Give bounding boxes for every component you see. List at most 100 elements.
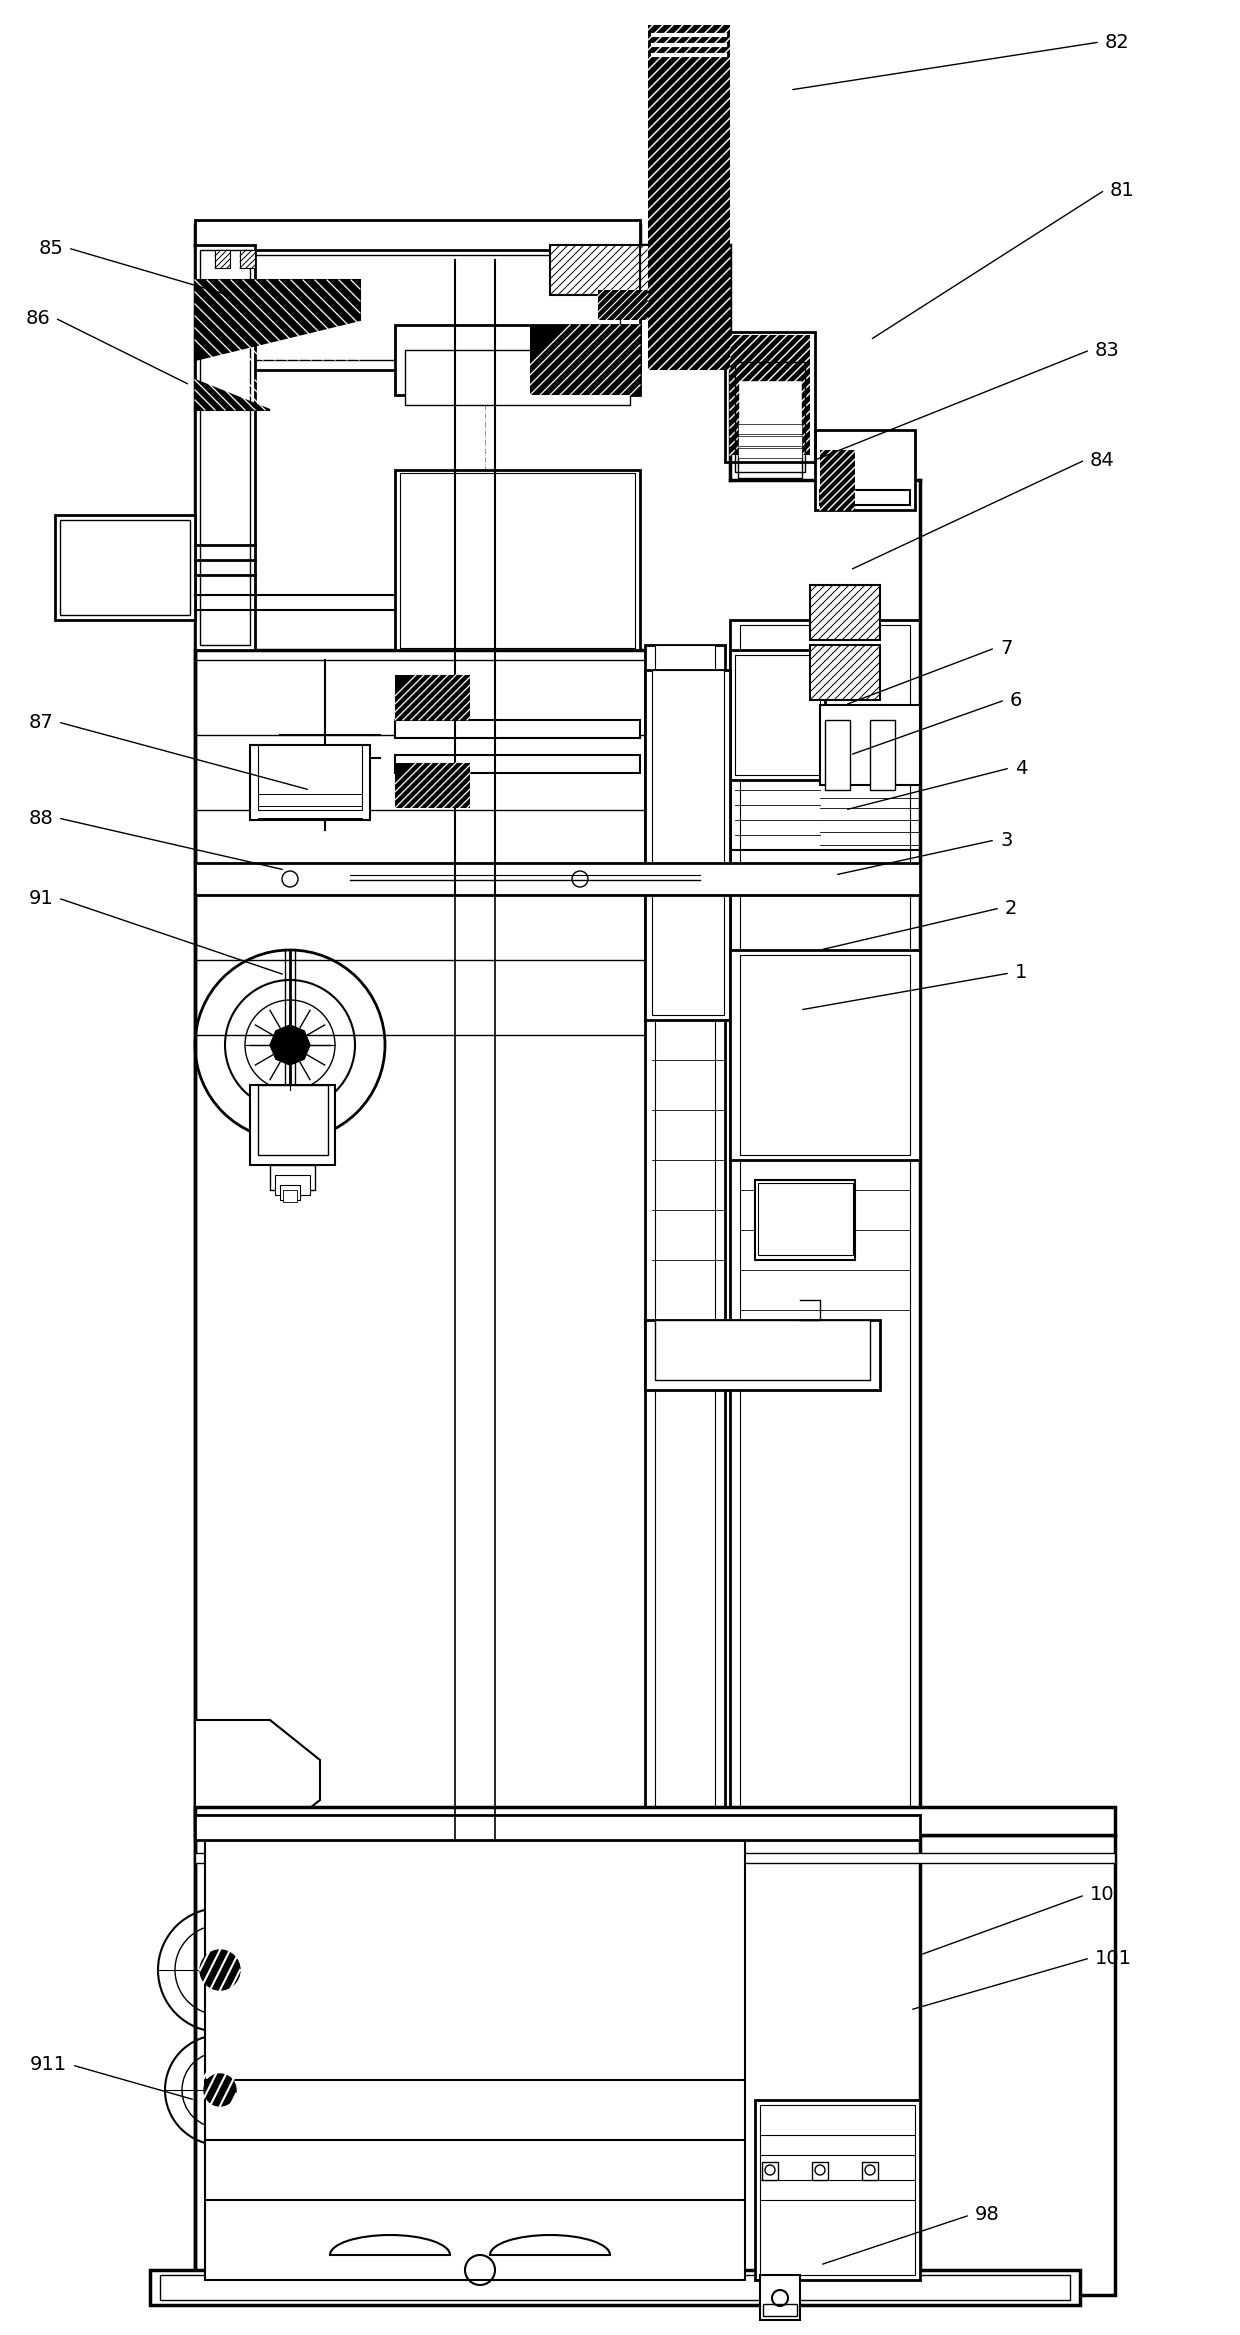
Text: 87: 87 (29, 712, 53, 731)
Bar (215, 255, 620, 360)
Text: 84: 84 (1090, 451, 1115, 469)
Bar (60, 521, 190, 614)
Circle shape (200, 1950, 241, 1989)
Bar (280, 1184, 300, 1200)
Bar (405, 350, 630, 404)
Bar (740, 955, 910, 1156)
Bar (758, 1184, 853, 1254)
Bar (396, 764, 470, 808)
Bar (870, 719, 895, 789)
Text: 4: 4 (1016, 759, 1028, 778)
Bar (275, 1175, 310, 1196)
Text: 3: 3 (999, 831, 1012, 850)
Bar (725, 332, 815, 462)
Bar (598, 290, 649, 320)
Bar (760, 2274, 800, 2321)
Bar (653, 26, 730, 369)
Text: 101: 101 (1095, 1947, 1132, 1968)
Bar (200, 250, 250, 644)
Text: 2: 2 (1004, 899, 1017, 918)
Bar (825, 719, 849, 789)
Bar (649, 26, 730, 369)
Bar (250, 745, 370, 820)
Polygon shape (195, 381, 270, 411)
Bar (258, 1086, 329, 1156)
Bar (241, 250, 255, 269)
Text: 911: 911 (30, 2055, 67, 2073)
Text: 81: 81 (1110, 180, 1135, 198)
Bar (820, 490, 910, 504)
Bar (760, 2104, 915, 2274)
Polygon shape (195, 1721, 320, 1840)
Bar (862, 2162, 878, 2181)
Bar (195, 1854, 1115, 1863)
Bar (655, 1319, 870, 1380)
Bar (738, 425, 802, 434)
Bar (258, 745, 362, 810)
Bar (396, 325, 640, 395)
Text: 10: 10 (1090, 1884, 1115, 1905)
Text: 88: 88 (29, 808, 53, 827)
Bar (735, 656, 820, 775)
Bar (755, 2099, 920, 2279)
Bar (730, 621, 920, 1819)
Bar (55, 516, 195, 621)
Text: 1: 1 (1016, 964, 1028, 983)
Bar (195, 1835, 1115, 2295)
Bar (812, 2162, 828, 2181)
Bar (810, 586, 880, 640)
Bar (645, 644, 725, 1819)
Bar (652, 670, 724, 1016)
Bar (820, 705, 920, 785)
Bar (195, 219, 640, 250)
Text: 7: 7 (999, 637, 1012, 658)
Bar (195, 224, 640, 245)
Polygon shape (195, 280, 360, 360)
Bar (738, 437, 802, 446)
Bar (270, 1165, 315, 1191)
Bar (730, 649, 825, 780)
Bar (738, 381, 802, 479)
Bar (396, 719, 640, 738)
Text: 82: 82 (1105, 33, 1130, 51)
Bar (205, 1835, 745, 2279)
Bar (529, 325, 640, 395)
Bar (640, 245, 715, 306)
Bar (195, 649, 650, 1831)
Bar (645, 670, 730, 1020)
Bar (215, 250, 229, 269)
Bar (740, 626, 910, 1814)
Bar (195, 245, 255, 649)
Bar (763, 2305, 797, 2316)
Bar (815, 430, 915, 509)
Bar (396, 469, 640, 649)
Polygon shape (270, 1025, 310, 1065)
Bar (396, 675, 470, 719)
Bar (160, 2274, 1070, 2300)
Bar (738, 448, 802, 458)
Bar (396, 754, 640, 773)
Text: 85: 85 (38, 238, 63, 257)
Bar (735, 362, 805, 472)
Circle shape (205, 2073, 236, 2106)
Bar (283, 1191, 298, 1203)
Text: 91: 91 (29, 890, 53, 908)
Bar (195, 245, 640, 369)
Bar (250, 1086, 335, 1165)
Bar (195, 1807, 1115, 1835)
Bar (195, 864, 920, 894)
Text: 98: 98 (975, 2207, 999, 2225)
Bar (763, 2162, 777, 2181)
Bar (551, 245, 640, 294)
Bar (820, 451, 856, 509)
Bar (655, 644, 715, 1810)
Bar (195, 1814, 920, 1840)
Bar (810, 644, 880, 700)
Text: 6: 6 (1011, 691, 1022, 710)
Text: 83: 83 (1095, 341, 1120, 360)
Bar (730, 334, 810, 455)
Bar (730, 950, 920, 1160)
Bar (401, 474, 635, 649)
Bar (150, 2270, 1080, 2305)
Text: 86: 86 (25, 308, 50, 327)
